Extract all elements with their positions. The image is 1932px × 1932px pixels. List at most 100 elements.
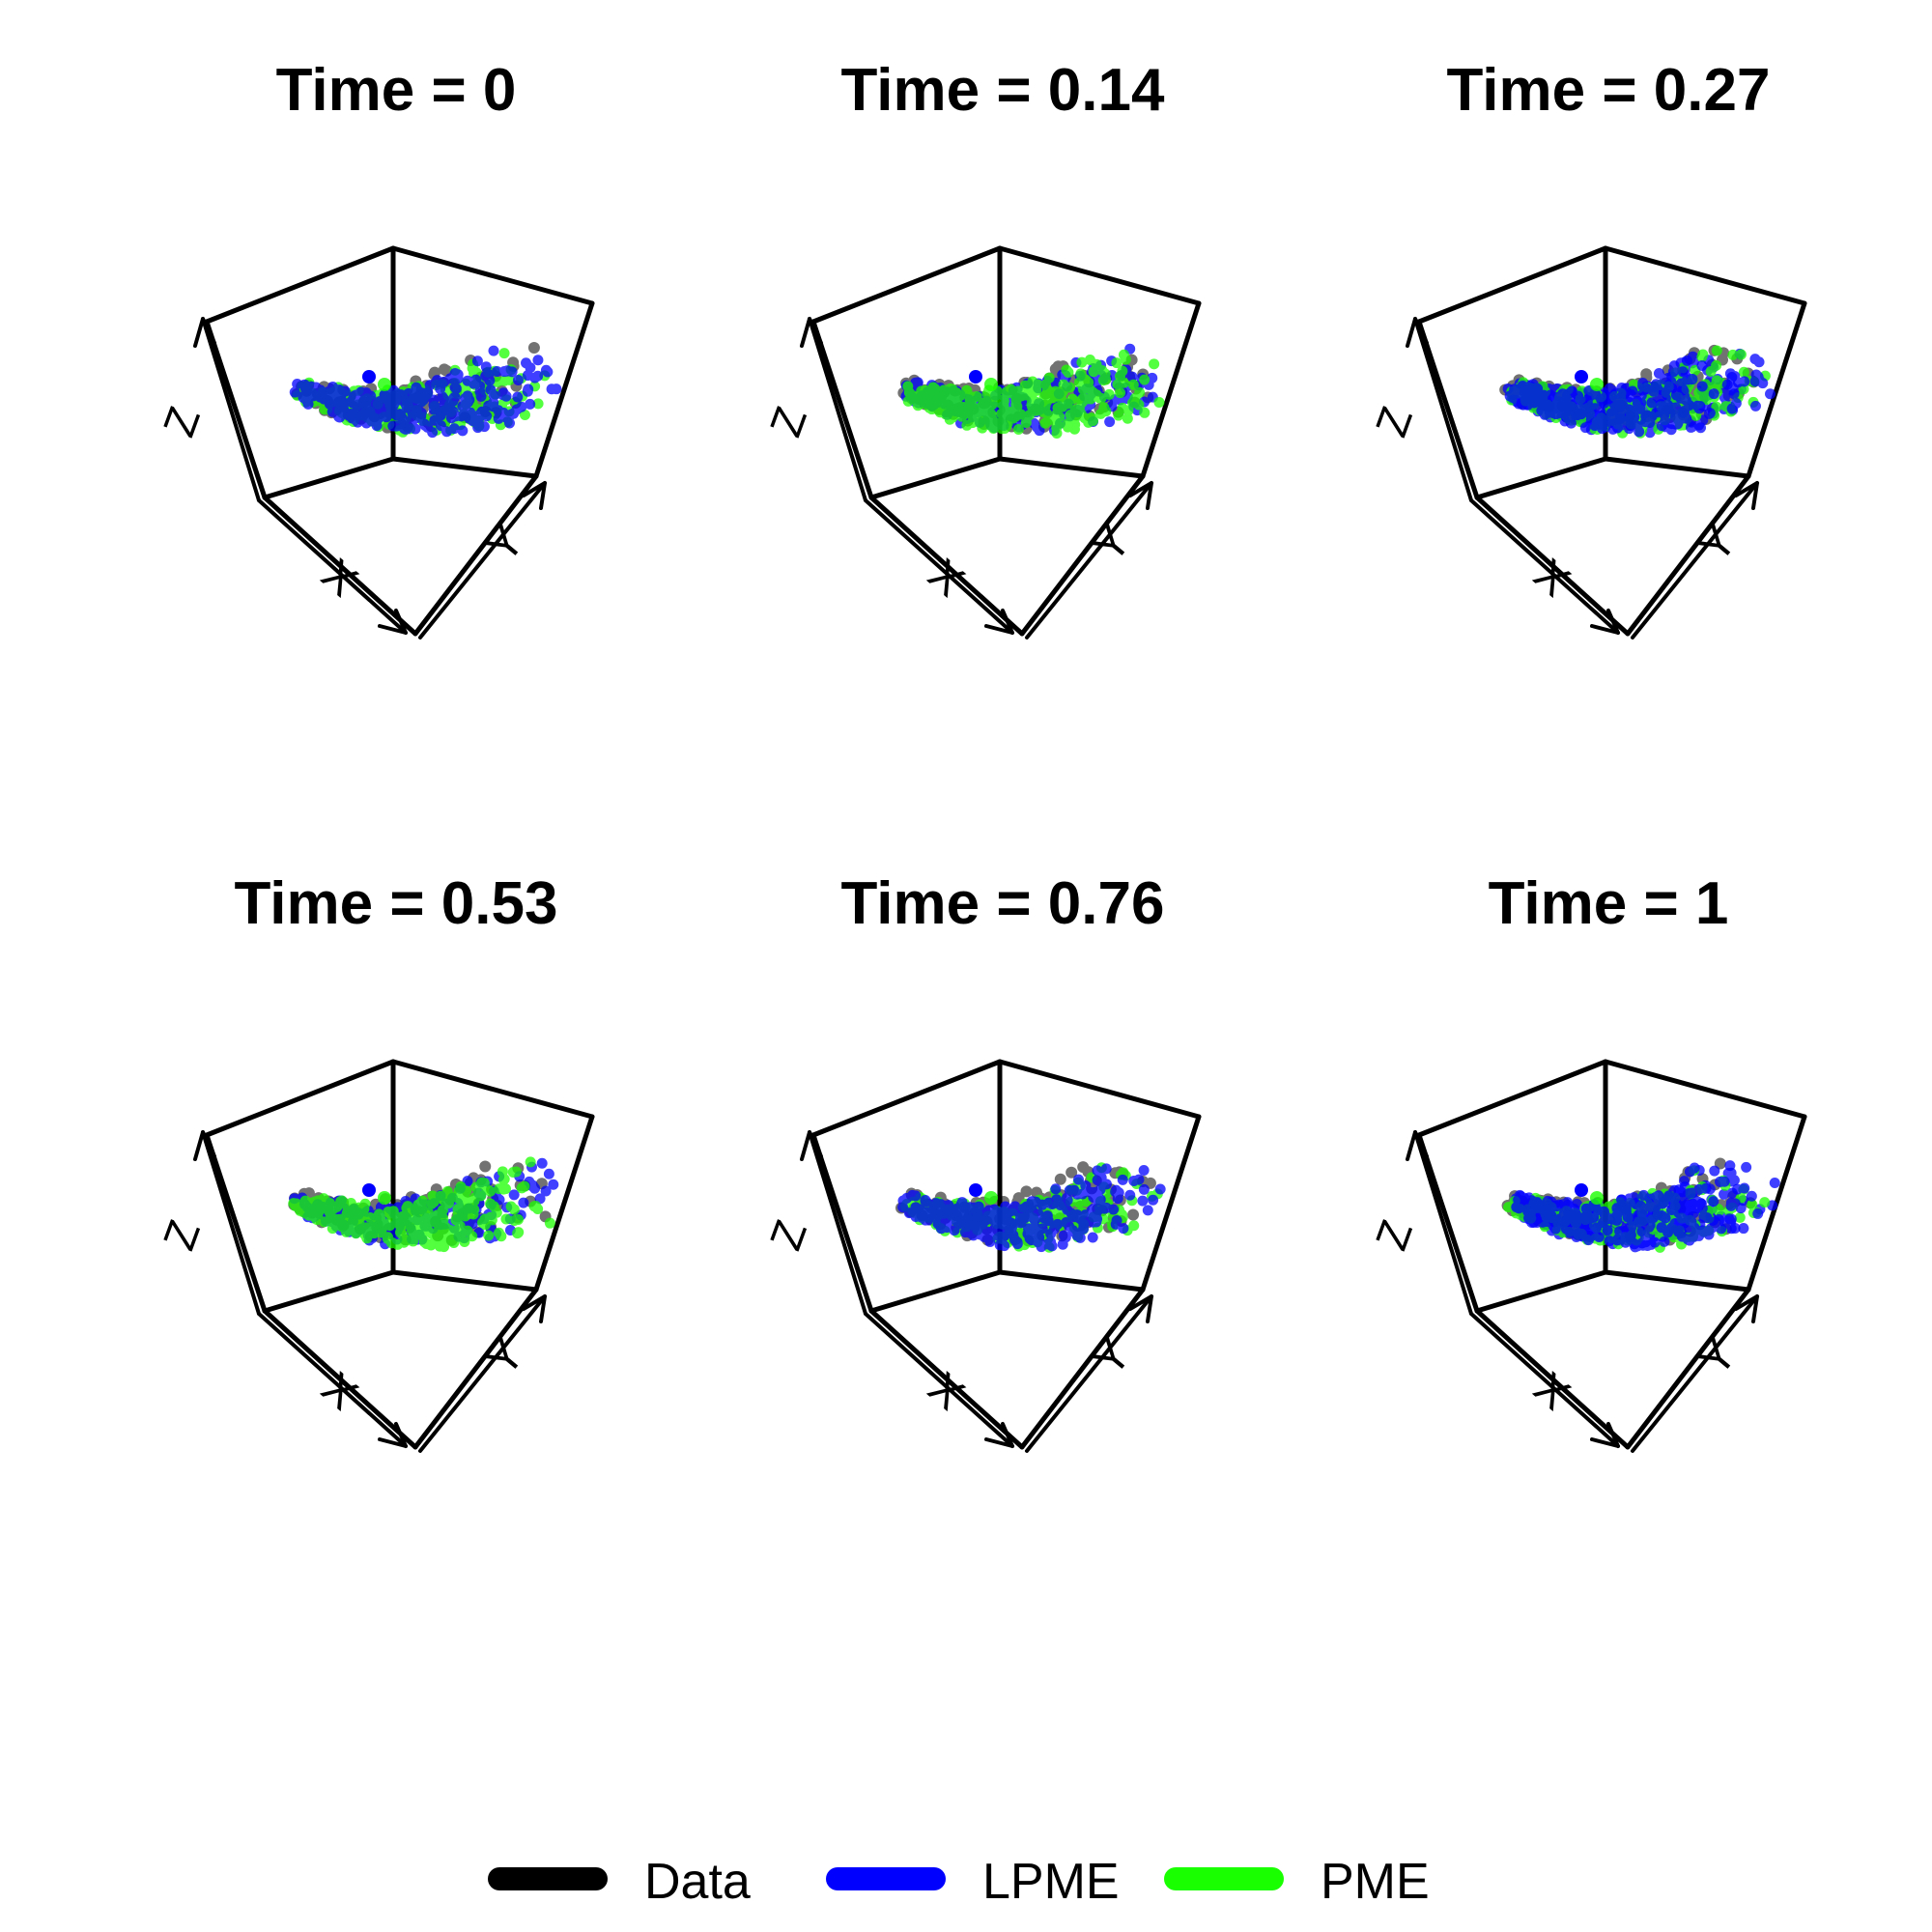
z-axis-arrowhead <box>800 1130 823 1161</box>
axis-box-edge <box>810 245 1003 325</box>
axis-arrows <box>193 317 547 639</box>
x-axis-arrowhead <box>1590 609 1620 635</box>
lpme-point <box>1689 1162 1700 1174</box>
series-pme <box>288 1156 555 1253</box>
lpme-point <box>1687 1187 1698 1199</box>
lpme-point <box>1148 1194 1159 1206</box>
pme-point <box>902 381 914 392</box>
panel-title: Time = 0 <box>275 57 517 124</box>
lpme-point <box>478 421 490 433</box>
lpme-point <box>540 364 552 376</box>
lpme-point <box>910 1190 922 1202</box>
axis-box-edge <box>1474 495 1631 637</box>
axis-label-z: Z <box>760 400 816 442</box>
lpme-point <box>1638 1189 1650 1201</box>
lpme-point <box>1726 403 1738 414</box>
pme-point <box>1041 408 1053 419</box>
data-point <box>1127 1208 1140 1221</box>
lpme-point <box>1092 1175 1103 1186</box>
lpme-point <box>511 404 523 415</box>
lpme-point <box>993 1216 1005 1228</box>
lpme-point <box>1094 1184 1106 1196</box>
lpme-point <box>1625 1230 1636 1241</box>
lpme-point <box>1087 1232 1098 1243</box>
x-axis-arrowhead <box>984 609 1014 635</box>
pme-point <box>1100 374 1112 385</box>
panel-time-0.27: Time = 0.27 Z X Y <box>1299 0 1918 696</box>
pme-point <box>940 409 952 420</box>
pme-point <box>1759 1197 1771 1208</box>
pme-point <box>1134 386 1146 398</box>
axis-box <box>810 1059 1202 1450</box>
lpme-point <box>1137 1195 1149 1207</box>
lpme-point <box>1678 385 1690 397</box>
axis-box-edge <box>204 1132 268 1314</box>
axis-label-y: Y <box>1083 516 1141 571</box>
lpme-point <box>327 381 339 392</box>
pme-point <box>389 1210 401 1222</box>
lpme-point <box>1616 1231 1628 1242</box>
pme-point <box>530 1200 542 1211</box>
data-point <box>1065 1166 1078 1179</box>
pme-point <box>1096 365 1108 377</box>
pme-point <box>497 1183 509 1195</box>
lpme-point <box>1658 401 1669 412</box>
lpme-point <box>1124 1189 1136 1201</box>
lpme-point <box>436 377 447 388</box>
lpme-point <box>421 387 433 399</box>
lpme-point <box>984 1236 996 1247</box>
pme-point <box>500 1213 512 1225</box>
pme-point <box>945 389 956 401</box>
data-point <box>1020 1185 1033 1198</box>
pme-point <box>462 1195 473 1207</box>
lpme-point <box>1679 1176 1690 1187</box>
lpme-point <box>449 368 461 380</box>
axis-box-edge <box>1416 319 1480 500</box>
panel-title: Time = 1 <box>1488 870 1729 937</box>
lpme-point <box>428 394 440 406</box>
plot-3d: ZXY <box>1366 1059 1807 1453</box>
lpme-point <box>1650 379 1662 390</box>
pme-point <box>497 1166 508 1178</box>
pme-point <box>1051 428 1063 440</box>
lpme-point <box>1588 1211 1600 1223</box>
lpme-point <box>536 1157 548 1169</box>
lpme-point <box>1582 1235 1594 1246</box>
lpme-point <box>1678 405 1690 416</box>
lpme-point <box>1100 1202 1112 1213</box>
pme-point <box>1139 374 1151 385</box>
lpme-point <box>1636 1208 1648 1219</box>
pme-point <box>1139 407 1151 418</box>
lpme-point <box>1721 379 1733 390</box>
axis-box-edge <box>1416 245 1608 325</box>
pme-point <box>1027 376 1038 387</box>
lpme-point <box>1659 1236 1670 1247</box>
lpme-point <box>1604 1236 1615 1247</box>
lpme-point <box>1525 1195 1537 1207</box>
pme-point <box>934 388 946 400</box>
lpme-point <box>1647 1212 1659 1224</box>
lpme-point <box>1504 390 1516 402</box>
pme-point <box>478 1178 490 1189</box>
lpme-point <box>525 398 536 410</box>
pme-point <box>438 1224 449 1236</box>
lpme-point <box>1071 1188 1083 1200</box>
lpme-point <box>350 414 361 426</box>
lpme-point <box>457 425 469 437</box>
lpme-point <box>1118 1223 1129 1235</box>
axis-box-edge <box>390 1059 595 1120</box>
lpme-point <box>504 417 516 429</box>
lpme-point <box>1065 1208 1077 1219</box>
lpme-point <box>1011 1206 1023 1217</box>
axis-box-edge <box>204 1059 396 1138</box>
lpme-point <box>1522 385 1534 397</box>
legend: Data LPME PME <box>0 1845 1932 1913</box>
lpme-point <box>1110 1184 1122 1196</box>
axis-label-y: Y <box>476 1329 534 1384</box>
lpme-point <box>1057 1238 1068 1250</box>
axis-arrows <box>1406 317 1759 639</box>
pme-point <box>399 1214 411 1226</box>
pme-point <box>479 1219 491 1231</box>
axis-box-edge <box>1474 456 1608 500</box>
axis-box-edge <box>533 300 595 479</box>
